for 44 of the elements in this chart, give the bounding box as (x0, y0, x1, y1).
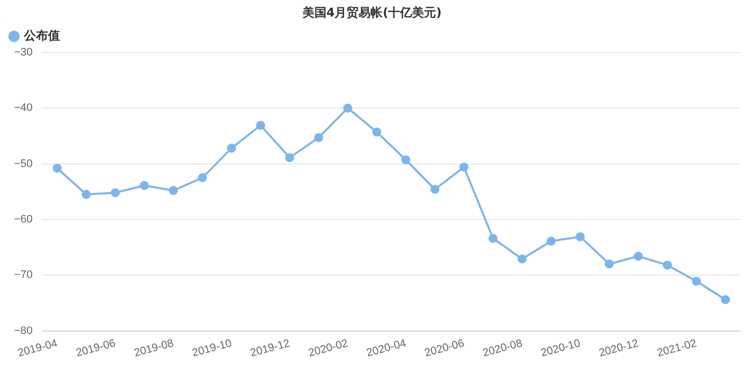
point (52, 164, 62, 173)
x-tick-label: 2020-08 (482, 337, 524, 360)
x-tick-label: 2019-04 (16, 337, 59, 360)
point (518, 254, 527, 264)
point (82, 190, 91, 199)
point (227, 144, 236, 153)
point (256, 120, 266, 130)
x-tick-label: 2020-06 (423, 337, 466, 360)
y-tick-label: −40 (14, 102, 33, 114)
point (720, 295, 730, 304)
legend-label: 公布值 (23, 28, 60, 43)
point (430, 184, 440, 194)
point (401, 155, 410, 164)
point (662, 260, 672, 270)
x-tick-label: 2020-02 (307, 337, 350, 360)
point (285, 153, 294, 162)
point (459, 162, 468, 172)
x-tick-label: 2019-12 (249, 337, 292, 360)
point (634, 252, 643, 261)
point (546, 236, 556, 246)
point (198, 173, 207, 182)
point (343, 104, 352, 113)
point (692, 276, 701, 286)
point (604, 259, 614, 268)
x-tick-label: 2020-10 (540, 337, 582, 360)
x-tick-label: 2019-10 (190, 337, 234, 360)
point (168, 186, 178, 195)
x-tick-label: 2019-08 (132, 337, 175, 360)
point (372, 128, 382, 137)
chart-title: 美国4月贸易帐(十亿美元) (301, 5, 442, 20)
x-tick-label: 2019-06 (74, 337, 117, 360)
x-tick-label: 2020-04 (365, 337, 408, 360)
y-tick-label: −30 (14, 46, 33, 58)
y-tick-label: −60 (14, 213, 33, 226)
point (110, 188, 120, 198)
point (314, 133, 324, 142)
point (140, 180, 149, 190)
y-tick-label: −50 (14, 158, 33, 170)
point (576, 232, 585, 242)
y-tick-label: −80 (14, 324, 33, 337)
x-tick-label: 2021-02 (656, 337, 698, 360)
x-tick-label: 2020-12 (598, 337, 640, 360)
y-tick-label: −70 (14, 269, 33, 282)
point (488, 234, 498, 243)
